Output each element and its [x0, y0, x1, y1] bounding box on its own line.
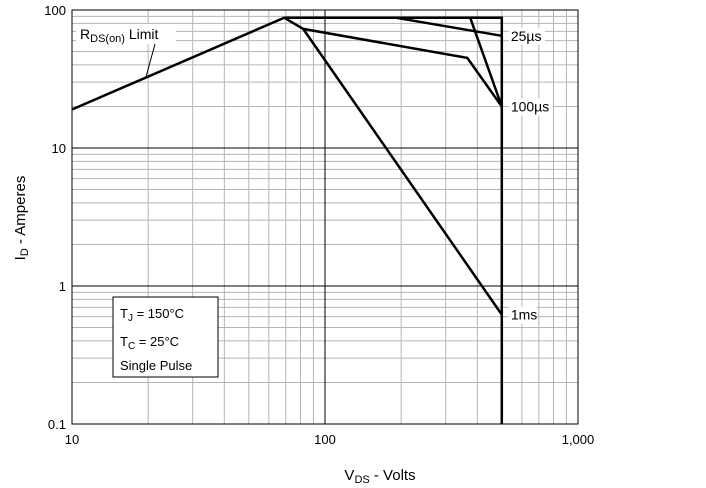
soa-curve-3 — [469, 17, 503, 107]
rds-limit-annotation: RDS(on) Limit — [76, 24, 176, 78]
conditions-box: TJ = 150°C TC = 25°C Single Pulse — [112, 296, 219, 378]
y-tick-label: 10 — [52, 141, 66, 156]
soa-curve-4 — [283, 16, 503, 108]
rds-limit-leader — [145, 43, 156, 78]
curve-label: 100µs — [511, 98, 549, 114]
conditions-box-border — [112, 296, 219, 378]
y-tick-label: 100 — [44, 3, 66, 18]
plot-border — [71, 9, 579, 425]
y-tick-label: 0.1 — [48, 417, 66, 432]
rds-limit-label-bg — [76, 24, 176, 44]
y-axis-label: ID - Amperes — [12, 176, 31, 261]
x-tick-label: 10 — [65, 432, 79, 447]
y-tick-label: 1 — [59, 279, 66, 294]
condition-tc: TC = 25°C — [120, 334, 179, 352]
x-axis-label: VDS - Volts — [344, 467, 415, 486]
tick-labels: 10 100 1,000 100 10 1 0.1 — [44, 3, 594, 447]
curve-label-bg — [508, 27, 545, 45]
curve-label: 25µs — [511, 28, 542, 44]
rds-limit-label: RDS(on) Limit — [80, 26, 159, 45]
series-lines — [71, 16, 504, 424]
condition-single-pulse: Single Pulse — [120, 358, 192, 373]
curve-label: 1ms — [511, 307, 537, 323]
x-tick-label: 100 — [314, 432, 336, 447]
curve-labels: 25µs 100µs 1ms — [508, 27, 553, 324]
soa-curve-5 — [302, 28, 503, 316]
curve-label-bg — [508, 98, 553, 116]
x-tick-label: 1,000 — [562, 432, 595, 447]
curve-label-bg — [508, 306, 537, 324]
condition-tj: TJ = 150°C — [120, 306, 184, 324]
soa-curve-2 — [395, 16, 503, 38]
soa-curve-1 — [71, 16, 504, 424]
